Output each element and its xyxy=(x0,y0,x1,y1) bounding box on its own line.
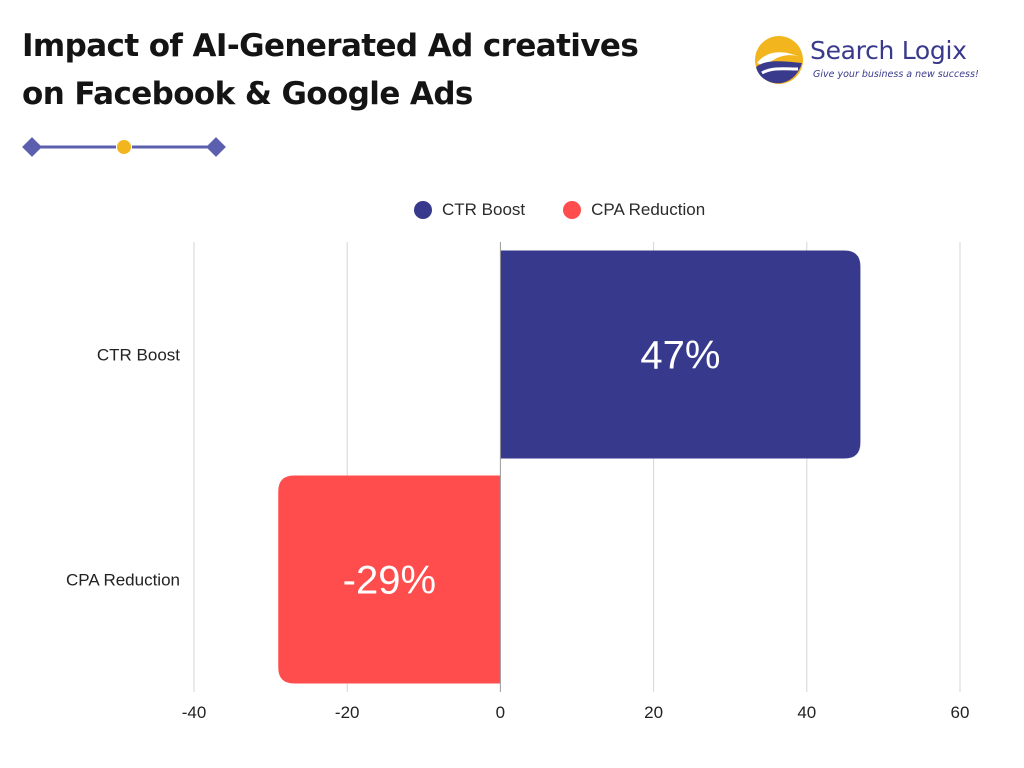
legend-item-cpa-reduction: CPA Reduction xyxy=(563,200,705,220)
bars xyxy=(278,250,861,684)
x-tick-label: 60 xyxy=(951,703,970,722)
y-category-label: CPA Reduction xyxy=(66,571,180,590)
logo-name: Search Logix xyxy=(810,36,967,65)
labels: 47% -29% CTR Boost CPA Reduction xyxy=(66,334,720,603)
x-tick-label: 0 xyxy=(496,703,505,722)
data-label-cpa-reduction: -29% xyxy=(343,559,436,603)
chart-title-line-1: Impact of AI-Generated Ad creatives xyxy=(22,28,639,64)
legend-swatch-ctr-boost xyxy=(414,201,432,219)
logo-swirl-icon xyxy=(755,36,803,84)
x-tick-label: 20 xyxy=(644,703,663,722)
chart-title-line-2: on Facebook & Google Ads xyxy=(22,76,473,112)
x-tick-label: 40 xyxy=(797,703,816,722)
logo-tagline: Give your business a new success! xyxy=(813,69,979,80)
y-category-label: CTR Boost xyxy=(97,346,180,365)
legend-item-ctr-boost: CTR Boost xyxy=(414,200,525,220)
data-label-ctr-boost: 47% xyxy=(640,334,720,378)
legend-label-cpa-reduction: CPA Reduction xyxy=(591,200,706,219)
chart-legend: CTR Boost CPA Reduction xyxy=(414,198,743,222)
decorative-divider xyxy=(22,137,226,157)
x-tick-label: -20 xyxy=(335,703,360,722)
x-tick-label: -40 xyxy=(182,703,207,722)
search-logix-logo: Search Logix Give your business a new su… xyxy=(752,33,992,89)
legend-label-ctr-boost: CTR Boost xyxy=(442,200,526,219)
chart-title: Impact of AI-Generated Ad creatives on F… xyxy=(22,22,722,118)
axis: -40 -20 0 20 40 60 xyxy=(182,242,970,722)
bar-ctr-boost xyxy=(500,250,861,459)
legend-swatch-cpa-reduction xyxy=(563,201,582,219)
bar-cpa-reduction xyxy=(278,475,501,684)
